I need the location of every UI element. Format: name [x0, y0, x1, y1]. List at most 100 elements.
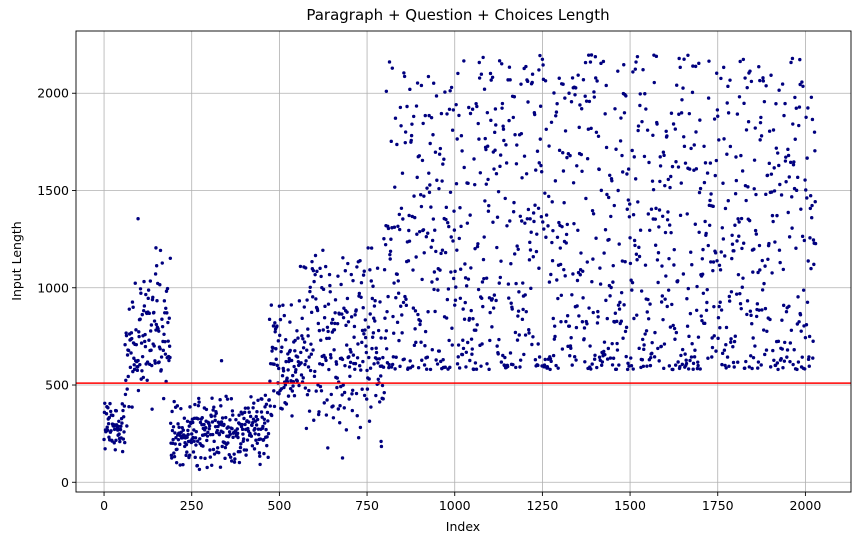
data-point: [391, 314, 395, 319]
data-point: [554, 114, 558, 118]
data-point: [285, 376, 289, 380]
data-point: [282, 313, 286, 318]
data-point: [481, 257, 486, 262]
data-point: [564, 232, 569, 237]
data-point: [479, 364, 483, 368]
data-point: [454, 285, 458, 289]
data-point: [493, 130, 497, 135]
data-point: [245, 438, 250, 442]
data-point: [775, 361, 780, 365]
data-point: [576, 73, 580, 77]
data-point: [648, 228, 652, 232]
data-point: [129, 331, 134, 335]
data-point: [470, 352, 474, 356]
data-point: [291, 384, 295, 388]
data-point: [537, 266, 541, 270]
data-point: [774, 102, 778, 106]
data-point: [420, 358, 424, 362]
data-point: [301, 376, 305, 380]
data-point: [462, 317, 467, 321]
data-point: [447, 107, 452, 111]
data-point: [433, 150, 438, 154]
data-point: [676, 279, 680, 283]
data-point: [742, 101, 746, 106]
data-point: [579, 251, 583, 255]
data-point: [431, 217, 436, 221]
data-point: [414, 104, 419, 108]
data-point: [721, 237, 726, 241]
data-point: [334, 362, 339, 366]
data-point: [374, 393, 378, 398]
data-point: [386, 294, 390, 299]
data-point: [751, 270, 755, 274]
data-point: [705, 171, 710, 175]
data-point: [604, 298, 608, 303]
data-point: [714, 71, 719, 75]
data-point: [684, 358, 688, 362]
data-point: [703, 219, 707, 224]
data-point: [390, 66, 395, 70]
data-point: [351, 353, 356, 357]
data-point: [286, 368, 290, 372]
data-point: [530, 342, 534, 347]
data-point: [759, 115, 763, 120]
data-point: [511, 115, 515, 120]
data-point: [772, 166, 776, 170]
data-point: [498, 275, 503, 280]
data-point: [312, 418, 316, 422]
data-point: [574, 325, 579, 330]
data-point: [642, 343, 646, 347]
data-point: [437, 186, 441, 191]
data-point: [553, 334, 557, 339]
data-point: [381, 355, 385, 360]
data-point: [447, 338, 451, 343]
data-point: [521, 281, 525, 285]
data-point: [415, 81, 420, 85]
data-point: [367, 419, 372, 423]
data-point: [805, 196, 809, 200]
data-point: [662, 366, 666, 371]
data-point: [274, 357, 278, 361]
data-point: [749, 79, 754, 84]
data-point: [538, 53, 542, 58]
data-point: [775, 213, 779, 218]
data-point: [488, 71, 493, 76]
data-point: [571, 272, 575, 276]
data-point: [681, 272, 686, 276]
data-point: [461, 338, 465, 342]
data-point: [465, 221, 470, 225]
data-point: [198, 437, 202, 441]
data-point: [223, 445, 228, 450]
data-point: [408, 87, 412, 92]
data-point: [395, 320, 400, 325]
data-point: [358, 259, 362, 263]
data-point: [619, 290, 624, 295]
data-point: [477, 76, 482, 80]
data-point: [148, 329, 153, 333]
data-point: [539, 163, 543, 168]
data-point: [724, 343, 728, 347]
data-point: [563, 274, 567, 278]
data-point: [666, 177, 670, 182]
data-point: [806, 259, 810, 263]
data-point: [445, 112, 449, 116]
data-point: [758, 138, 762, 142]
data-point: [191, 435, 195, 440]
data-point: [728, 144, 733, 149]
data-point: [678, 365, 682, 369]
data-point: [425, 355, 430, 359]
data-point: [659, 300, 664, 304]
data-point: [338, 404, 342, 408]
data-point: [528, 248, 533, 252]
data-point: [266, 419, 270, 423]
data-point: [258, 462, 262, 467]
data-point: [595, 321, 600, 325]
data-point: [434, 249, 438, 254]
data-point: [569, 346, 573, 350]
data-point: [670, 164, 675, 169]
data-point: [407, 228, 411, 233]
data-point: [326, 329, 330, 334]
data-point: [219, 404, 223, 408]
data-point: [181, 462, 185, 467]
data-point: [619, 319, 624, 323]
